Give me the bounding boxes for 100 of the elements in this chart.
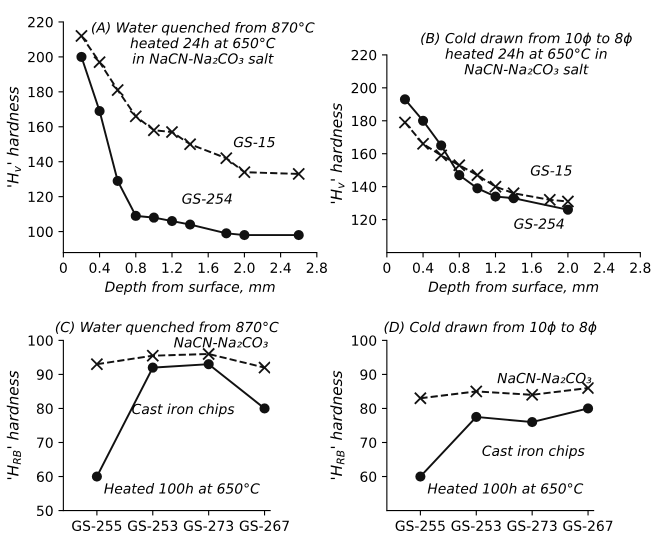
point	[454, 170, 464, 180]
x-tick-label: 0	[60, 262, 67, 274]
y-tick-label: 80	[36, 403, 53, 414]
x-tick-label: 2.0	[234, 262, 255, 274]
point	[489, 180, 502, 194]
series-label: Cast iron chips	[132, 403, 234, 417]
point	[94, 106, 105, 116]
x-tick-label: 2.0	[558, 262, 578, 274]
point	[416, 137, 430, 150]
x-tick-label: 2.8	[630, 262, 650, 274]
x-tick-label: GS-273	[507, 520, 557, 532]
point	[294, 230, 304, 240]
y-tick-label: 70	[360, 437, 376, 448]
y-tick-label: 90	[36, 369, 53, 380]
y-axis-title: 'H$_{RB}$' hardness	[6, 370, 21, 480]
point	[258, 361, 270, 374]
y-axis-title: 'H$_{RB}$' hardness	[330, 370, 344, 480]
point	[202, 348, 216, 360]
x-tick-label: 2.4	[594, 262, 614, 273]
series-label: GS-254	[514, 218, 564, 229]
series-label: NaCN-Na₂CO₃	[497, 372, 592, 384]
x-tick-label: GS-253	[128, 520, 178, 532]
x-tick-label: GS-273	[184, 520, 234, 532]
y-tick-label: 100	[28, 335, 53, 346]
y-tick-label: 60	[360, 472, 376, 482]
point	[92, 471, 102, 482]
point	[471, 412, 482, 422]
point	[561, 195, 574, 208]
x-tick-label: 0.4	[412, 262, 434, 274]
point	[129, 110, 142, 123]
point	[470, 384, 483, 398]
point	[221, 228, 232, 238]
point	[400, 94, 410, 104]
point	[472, 183, 482, 194]
chart-title: (C) Water quenched from 870°C	[56, 321, 279, 335]
x-tick-label: 1.2	[486, 262, 506, 273]
y-tick-label: 90	[360, 369, 376, 380]
x-tick-label: GS-255	[72, 520, 122, 532]
point	[112, 176, 123, 186]
point	[259, 403, 270, 414]
point	[204, 359, 214, 370]
x-tick-label: GS-267	[240, 520, 289, 532]
point	[415, 471, 426, 482]
x-axis-title: Depth from surface, mm	[428, 281, 598, 295]
point	[130, 210, 141, 221]
series-label: GS-15	[234, 136, 275, 148]
y-tick-label: 180	[28, 86, 53, 98]
x-tick-label: 1.2	[162, 262, 182, 273]
x-tick-label: 2.4	[270, 262, 291, 273]
x-tick-label: GS-267	[563, 520, 612, 532]
point	[436, 140, 446, 151]
x-tick-label: 2.8	[306, 262, 327, 274]
point	[418, 116, 428, 126]
point	[90, 358, 104, 371]
y-tick-label: 140	[28, 156, 53, 168]
series-label: GS-15	[530, 165, 572, 176]
point	[148, 362, 158, 373]
text: (A) Water quenched from 870°C heated 24h at 650°C in NaCN-Na₂CO₃ salt	[92, 22, 315, 64]
series-label: GS-254	[182, 193, 232, 204]
y-tick-label: 100	[352, 335, 376, 346]
point	[414, 392, 427, 405]
point	[543, 193, 556, 206]
x-tick-label: GS-255	[396, 520, 445, 532]
x-tick-label: 0.8	[126, 262, 146, 274]
point	[238, 166, 251, 179]
point	[292, 167, 306, 180]
series-label: NaCN-Na₂CO₃	[174, 337, 268, 348]
point	[470, 168, 484, 182]
y-tick-label: 120	[28, 192, 53, 202]
point	[166, 126, 178, 138]
point	[527, 417, 538, 428]
point	[526, 388, 539, 402]
annotation: Heated 100h at 650°C	[428, 483, 584, 494]
y-tick-label: 60	[36, 472, 53, 482]
y-tick-label: 180	[352, 116, 376, 126]
point	[166, 216, 178, 226]
y-tick-label: 220	[28, 16, 53, 28]
y-tick-label: 100	[28, 226, 53, 238]
y-tick-label: 120	[352, 214, 376, 226]
point	[76, 52, 87, 62]
point	[184, 138, 197, 151]
y-tick-label: 140	[352, 182, 376, 192]
point	[582, 403, 594, 414]
y-tick-label: 80	[360, 403, 376, 414]
x-tick-label: 1.6	[198, 262, 218, 274]
point	[93, 56, 106, 69]
point	[75, 29, 88, 42]
y-tick-label: 70	[37, 437, 53, 448]
x-tick-label: 0.4	[89, 262, 110, 274]
point	[239, 230, 250, 240]
x-tick-label: 0	[383, 262, 390, 274]
point	[185, 220, 196, 230]
y-tick-label: 50	[37, 506, 53, 516]
x-tick-label: GS-253	[452, 520, 501, 532]
chart-title: (D) Cold drawn from 10ϕ to 8ϕ	[384, 321, 596, 335]
series-label: Cast iron chips	[482, 445, 584, 459]
y-tick-label: 200	[28, 52, 53, 62]
x-tick-label: 1.6	[522, 262, 542, 274]
point	[452, 158, 466, 172]
y-tick-label: 220	[352, 50, 376, 60]
